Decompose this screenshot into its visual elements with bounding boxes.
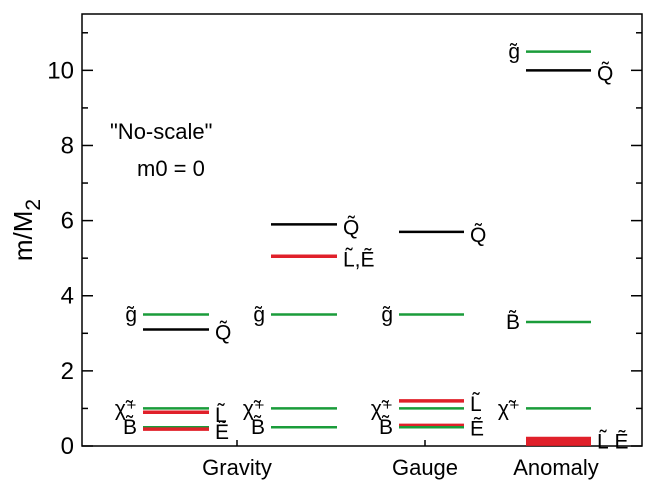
particle-label: χ̃⁺ — [115, 397, 137, 420]
particle-label: g̃ — [253, 304, 265, 327]
y-tick-label: 10 — [47, 57, 74, 84]
particle-label: Ẽ — [470, 416, 484, 440]
particle-label: χ̃⁺ — [243, 397, 265, 420]
y-tick-label: 0 — [61, 433, 74, 460]
axis-ticks: 0 2 4 6 8 10 — [47, 32, 642, 460]
category-label-gravity: Gravity — [202, 455, 272, 480]
particle-label: B̃ — [506, 311, 520, 334]
particle-label: L̃ — [470, 392, 482, 415]
y-tick-label: 4 — [61, 283, 74, 310]
particle-label: g̃ — [125, 304, 137, 327]
particle-label: g̃ — [381, 304, 393, 327]
mass-levels: g̃Q̃χ̃⁺ L̃B̃ ẼQ̃L̃,Ẽg̃χ̃⁺B̃Q̃g̃L̃χ̃⁺ẼB̃g̃Q… — [115, 41, 629, 454]
category-label-anomaly: Anomaly — [513, 455, 599, 480]
particle-label: L̃,Ẽ — [343, 247, 375, 271]
particle-label: L̃ Ẽ — [597, 429, 629, 453]
y-tick-label: 2 — [61, 358, 74, 385]
category-label-gauge: Gauge — [392, 455, 458, 480]
particle-label: B̃ — [379, 416, 393, 439]
y-axis-label: m/M2 — [8, 199, 45, 261]
particle-label: B̃ — [123, 416, 137, 439]
particle-label: Q̃ — [470, 223, 486, 246]
particle-label: L̃ — [215, 404, 227, 427]
particle-label: Q̃ — [597, 62, 613, 85]
annotation-line-2: m0 = 0 — [137, 156, 205, 181]
particle-label: Q̃ — [343, 216, 359, 239]
particle-label: χ̃⁺ — [498, 397, 520, 420]
particle-label: Q̃ — [215, 321, 231, 344]
particle-label: g̃ — [508, 41, 520, 64]
y-tick-label: 8 — [61, 132, 74, 159]
particle-label: B̃ — [251, 416, 265, 439]
annotation-line-1: "No-scale" — [110, 119, 212, 144]
particle-label: Ẽ — [215, 420, 229, 444]
particle-label: χ̃⁺ — [371, 397, 393, 420]
y-tick-label: 6 — [61, 208, 74, 235]
plot-frame — [81, 13, 643, 447]
